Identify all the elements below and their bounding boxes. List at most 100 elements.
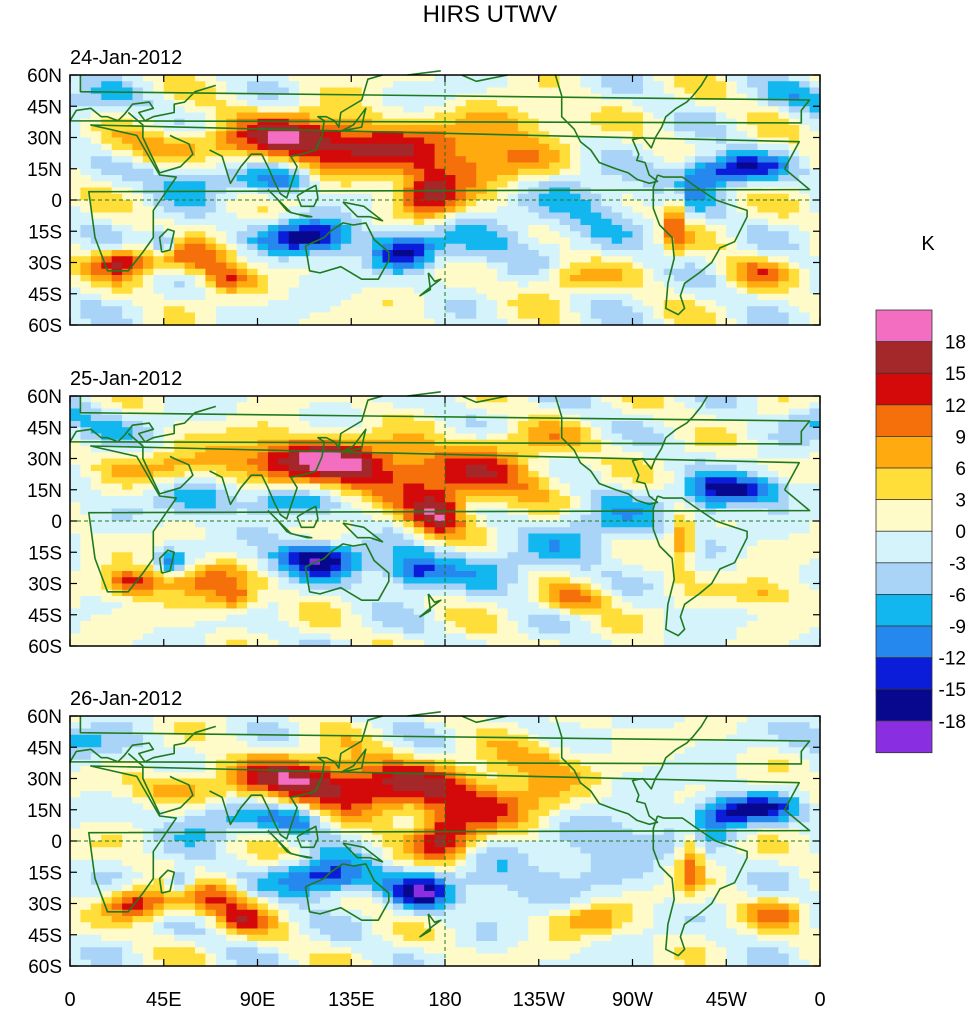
field-cell <box>424 477 435 484</box>
field-cell <box>320 225 331 232</box>
field-cell <box>487 219 498 226</box>
field-cell <box>810 244 821 251</box>
field-cell <box>268 131 279 138</box>
field-cell <box>622 546 633 553</box>
field-cell <box>133 88 144 95</box>
field-cell <box>112 156 123 163</box>
field-cell <box>726 306 737 313</box>
field-cell <box>205 100 216 107</box>
field-cell <box>726 275 737 282</box>
field-cell <box>216 213 227 220</box>
field-cell <box>216 540 227 547</box>
field-cell <box>643 175 654 182</box>
field-cell <box>570 244 581 251</box>
field-cell <box>424 427 435 434</box>
field-cell <box>414 206 425 213</box>
field-cell <box>205 263 216 270</box>
field-cell <box>195 200 206 207</box>
field-cell <box>80 125 91 132</box>
field-cell <box>560 540 571 547</box>
field-cell <box>799 288 810 295</box>
field-cell <box>101 81 112 88</box>
field-cell <box>737 144 748 151</box>
field-cell <box>612 263 623 270</box>
field-cell <box>726 81 737 88</box>
field-cell <box>518 540 529 547</box>
field-cell <box>789 231 800 238</box>
field-cell <box>643 546 654 553</box>
field-cell <box>508 484 519 491</box>
field-cell <box>289 546 300 553</box>
field-cell <box>424 396 435 403</box>
field-cell <box>643 256 654 263</box>
field-cell <box>205 275 216 282</box>
field-cell <box>268 163 279 170</box>
field-cell <box>747 496 758 503</box>
field-cell <box>143 534 154 541</box>
field-cell <box>205 75 216 82</box>
field-cell <box>445 94 456 101</box>
field-cell <box>737 269 748 276</box>
field-cell <box>351 144 362 151</box>
field-cell <box>101 546 112 553</box>
field-cell <box>258 106 269 113</box>
field-cell <box>112 150 123 157</box>
field-cell <box>810 496 821 503</box>
field-cell <box>560 313 571 320</box>
field-cell <box>560 396 571 403</box>
field-cell <box>299 477 310 484</box>
field-cell <box>591 106 602 113</box>
field-cell <box>695 244 706 251</box>
field-cell <box>216 402 227 409</box>
field-cell <box>237 415 248 422</box>
field-cell <box>518 231 529 238</box>
field-cell <box>612 300 623 307</box>
field-cell <box>695 100 706 107</box>
field-cell <box>383 465 394 472</box>
field-cell <box>674 396 685 403</box>
field-cell <box>226 300 237 307</box>
field-cell <box>528 521 539 528</box>
field-cell <box>497 200 508 207</box>
field-cell <box>91 281 102 288</box>
field-cell <box>799 294 810 301</box>
field-cell <box>789 421 800 428</box>
field-cell <box>612 125 623 132</box>
field-cell <box>278 477 289 484</box>
field-cell <box>528 181 539 188</box>
field-cell <box>424 465 435 472</box>
field-cell <box>560 402 571 409</box>
field-cell <box>445 163 456 170</box>
field-cell <box>424 313 435 320</box>
field-cell <box>330 552 341 559</box>
field-cell <box>716 113 727 120</box>
field-cell <box>549 213 560 220</box>
field-cell <box>476 477 487 484</box>
field-cell <box>497 527 508 534</box>
field-cell <box>112 534 123 541</box>
field-cell <box>549 181 560 188</box>
field-cell <box>205 496 216 503</box>
field-cell <box>330 106 341 113</box>
field-cell <box>570 409 581 416</box>
field-cell <box>580 552 591 559</box>
field-cell <box>216 546 227 553</box>
field-cell <box>612 150 623 157</box>
field-cell <box>91 131 102 138</box>
field-cell <box>299 306 310 313</box>
field-cell <box>528 269 539 276</box>
field-cell <box>330 527 341 534</box>
field-cell <box>80 213 91 220</box>
field-cell <box>341 231 352 238</box>
field-cell <box>560 219 571 226</box>
field-cell <box>476 288 487 295</box>
field-cell <box>747 181 758 188</box>
field-cell <box>633 509 644 516</box>
field-cell <box>310 275 321 282</box>
field-cell <box>695 294 706 301</box>
field-cell <box>716 313 727 320</box>
field-cell <box>101 559 112 566</box>
field-cell <box>112 300 123 307</box>
field-cell <box>758 490 769 497</box>
field-cell <box>705 181 716 188</box>
